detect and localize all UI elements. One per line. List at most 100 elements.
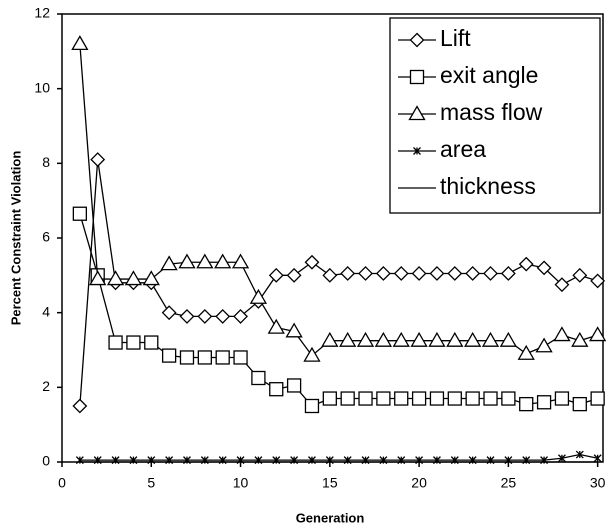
marker-square	[126, 335, 141, 350]
marker-square	[429, 391, 445, 406]
marker-triangle	[285, 322, 303, 338]
marker-triangle	[571, 331, 589, 347]
y-tick-label: 6	[42, 229, 50, 245]
marker-triangle	[267, 318, 285, 334]
series-line	[79, 213, 598, 407]
marker-triangle	[196, 253, 214, 269]
marker-triangle	[356, 331, 375, 347]
marker-triangle	[106, 270, 125, 286]
marker-triangle	[374, 331, 393, 347]
marker-triangle	[142, 270, 160, 286]
marker-diamond	[554, 277, 570, 293]
marker-square	[536, 395, 552, 410]
marker-square	[409, 69, 425, 85]
marker-diamond	[322, 267, 338, 283]
marker-square	[286, 378, 302, 393]
marker-triangle	[392, 331, 410, 347]
marker-triangle	[535, 337, 553, 353]
y-tick-label: 0	[42, 453, 50, 469]
y-axis-title: Percent Constraint Violation	[8, 151, 23, 326]
marker-triangle	[124, 270, 143, 286]
marker-square	[572, 396, 587, 412]
marker-triangle	[410, 331, 428, 347]
marker-triangle	[321, 331, 339, 347]
marker-diamond	[215, 308, 231, 324]
marker-square	[411, 391, 427, 406]
marker-triangle	[499, 331, 517, 347]
marker-square	[144, 335, 159, 350]
marker-diamond	[304, 254, 320, 270]
marker-diamond	[161, 305, 177, 321]
marker-diamond	[72, 398, 88, 414]
marker-square	[501, 391, 516, 406]
marker-diamond	[500, 266, 516, 281]
marker-diamond	[179, 308, 195, 324]
marker-asterisk	[557, 454, 566, 463]
marker-square	[269, 382, 284, 397]
marker-triangle	[428, 331, 446, 347]
marker-square	[233, 350, 248, 365]
marker-diamond	[572, 267, 588, 283]
marker-diamond	[268, 267, 284, 283]
marker-square	[358, 391, 373, 406]
marker-diamond	[197, 308, 213, 324]
marker-triangle	[214, 253, 232, 269]
x-tick-label: 25	[501, 475, 517, 491]
marker-diamond	[90, 152, 106, 168]
marker-triangle	[517, 344, 535, 360]
marker-square	[215, 350, 230, 365]
marker-triangle	[231, 253, 250, 269]
marker-square	[376, 391, 391, 406]
x-tick-label: 5	[147, 475, 155, 491]
marker-square	[483, 391, 498, 406]
marker-diamond	[518, 256, 534, 272]
marker-triangle	[481, 331, 500, 347]
legend-label: thickness	[440, 173, 536, 199]
legend-label: exit angle	[440, 62, 538, 88]
marker-triangle	[589, 326, 607, 342]
marker-diamond	[340, 266, 356, 281]
legend-label: area	[440, 136, 486, 162]
marker-diamond	[483, 266, 498, 281]
marker-triangle	[408, 105, 426, 121]
y-tick-label: 8	[42, 154, 50, 170]
marker-diamond	[286, 267, 302, 283]
marker-square	[179, 350, 195, 365]
marker-triangle	[553, 326, 571, 342]
marker-diamond	[409, 32, 425, 48]
marker-triangle	[446, 331, 464, 347]
legend-box	[389, 17, 601, 214]
marker-triangle	[303, 346, 321, 362]
marker-diamond	[429, 266, 445, 281]
marker-asterisk	[413, 147, 421, 155]
marker-diamond	[393, 266, 409, 281]
series-line	[79, 453, 598, 461]
marker-diamond	[447, 266, 463, 281]
marker-square	[72, 206, 88, 221]
x-tick-label: 15	[322, 475, 338, 491]
marker-square	[251, 370, 266, 386]
marker-square	[340, 391, 355, 406]
marker-diamond	[536, 260, 552, 276]
marker-square	[161, 348, 177, 363]
marker-square	[108, 335, 123, 350]
x-tick-label: 0	[58, 475, 66, 491]
marker-square	[394, 391, 409, 406]
marker-diamond	[375, 266, 391, 281]
legend: Lift exit angle mass flow area thickness	[389, 17, 601, 214]
x-tick-label: 30	[590, 475, 606, 491]
marker-triangle	[160, 255, 178, 271]
marker-triangle	[178, 253, 196, 269]
marker-diamond	[465, 266, 481, 281]
marker-triangle	[89, 270, 107, 286]
y-tick-label: 2	[42, 378, 50, 394]
marker-square	[465, 391, 480, 406]
marker-square	[554, 391, 570, 406]
marker-triangle	[464, 331, 482, 347]
marker-diamond	[358, 266, 373, 281]
marker-triangle	[71, 35, 89, 51]
marker-diamond	[233, 308, 248, 324]
marker-square	[590, 391, 605, 406]
marker-asterisk	[575, 450, 584, 459]
marker-diamond	[590, 273, 606, 289]
